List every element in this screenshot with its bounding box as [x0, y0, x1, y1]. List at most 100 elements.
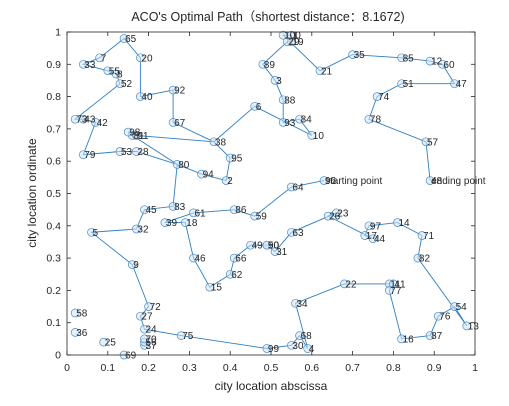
tick-layer: 0 0.1 0.2 0.3 0.4 0.5 0.6 0.7 0.8 0.9 100.10.20.30… [46, 27, 478, 375]
city-marker-15 [205, 282, 215, 292]
city-label-90: 90 [268, 241, 280, 252]
city-label-72: 72 [150, 302, 162, 313]
city-marker-52 [115, 79, 125, 89]
city-label-35: 35 [354, 50, 366, 61]
city-marker-42 [91, 118, 100, 127]
city-marker-8 [111, 69, 121, 79]
city-marker-64 [287, 182, 296, 192]
city-label-13: 13 [468, 321, 480, 332]
city-marker-16 [397, 334, 406, 344]
y-tick-label: 0 [55, 350, 61, 362]
city-label-80: 80 [178, 160, 190, 171]
city-marker-77 [384, 286, 394, 295]
city-label-45: 45 [146, 205, 158, 216]
city-label-91: 91 [137, 131, 149, 142]
annotation-ending-point: ending point [431, 176, 486, 187]
city-label-43: 43 [84, 115, 96, 126]
city-marker-71 [417, 231, 427, 240]
city-marker-5 [87, 227, 96, 237]
city-label-12: 12 [431, 57, 443, 68]
city-label-79: 79 [84, 150, 96, 161]
city-label-65: 65 [125, 34, 137, 45]
city-label-19: 19 [292, 37, 304, 48]
city-label-73: 73 [76, 115, 88, 126]
y-tick-label: 0.7 [46, 123, 61, 135]
city-marker-99 [262, 344, 272, 353]
city-marker-75 [176, 331, 186, 340]
chart-title: ACO's Optimal Path（shortest distance：8.1… [131, 10, 404, 24]
city-label-75: 75 [182, 331, 194, 342]
city-marker-28 [132, 147, 141, 156]
city-marker-25 [99, 337, 109, 347]
city-label-54: 54 [456, 302, 468, 313]
city-label-96: 96 [325, 176, 337, 187]
city-marker-47 [450, 79, 459, 89]
city-marker-67 [168, 118, 178, 127]
city-label-39: 39 [166, 218, 178, 229]
city-label-36: 36 [76, 328, 88, 339]
x-tick-label: 0.6 [304, 362, 319, 374]
city-label-2: 2 [227, 176, 233, 187]
x-tick-label: 0.7 [345, 362, 360, 374]
x-tick-label: 0.3 [182, 362, 197, 374]
city-label-60: 60 [443, 60, 455, 71]
city-marker-78 [364, 114, 374, 124]
city-label-30: 30 [292, 341, 304, 352]
y-axis-label: city location ordinate [25, 138, 39, 248]
marker-layer [70, 30, 472, 360]
city-marker-22 [340, 279, 349, 289]
y-tick-label: 0.1 [46, 317, 61, 329]
city-label-16: 16 [403, 334, 415, 345]
city-label-28: 28 [137, 147, 149, 158]
city-label-40: 40 [141, 92, 153, 103]
city-label-29: 29 [288, 37, 300, 48]
city-label-49: 49 [252, 241, 264, 252]
city-label-68: 68 [301, 331, 313, 342]
city-label-99: 99 [268, 344, 280, 355]
city-label-18: 18 [186, 218, 198, 229]
y-tick-label: 0.3 [46, 253, 61, 265]
city-label-11: 11 [390, 279, 401, 290]
city-marker-17 [360, 231, 370, 240]
city-marker-34 [291, 298, 300, 308]
city-marker-95 [225, 153, 235, 163]
city-label-63: 63 [292, 228, 304, 239]
city-label-48: 48 [431, 176, 443, 187]
city-marker-40 [136, 92, 145, 101]
city-label-77: 77 [390, 286, 402, 297]
city-marker-62 [225, 269, 235, 279]
city-label-67: 67 [174, 118, 186, 129]
y-tick-label: 0.4 [46, 220, 61, 232]
city-marker-41 [389, 279, 398, 289]
city-label-51: 51 [403, 79, 415, 90]
city-marker-86 [229, 205, 239, 215]
city-marker-79 [78, 150, 88, 160]
city-label-44: 44 [374, 234, 386, 245]
city-marker-35 [348, 50, 357, 59]
city-marker-54 [450, 302, 459, 311]
city-label-70: 70 [146, 334, 158, 345]
city-marker-44 [368, 234, 378, 244]
city-label-1: 1 [292, 31, 298, 42]
city-marker-36 [70, 328, 80, 337]
route-line [73, 34, 468, 349]
city-label-5: 5 [93, 228, 99, 239]
city-marker-4 [303, 344, 313, 353]
city-label-98: 98 [129, 128, 141, 139]
city-marker-38 [209, 137, 219, 147]
city-label-7: 7 [101, 53, 107, 64]
city-marker-96 [319, 176, 329, 185]
city-marker-61 [189, 208, 198, 218]
city-marker-73 [70, 114, 80, 124]
city-marker-10 [307, 131, 317, 140]
city-label-27: 27 [141, 312, 153, 323]
city-marker-30 [287, 340, 296, 350]
city-label-34: 34 [297, 299, 309, 310]
city-label-59: 59 [256, 212, 268, 223]
city-label-82: 82 [419, 254, 431, 265]
city-marker-53 [115, 147, 125, 156]
city-label-15: 15 [211, 283, 223, 294]
city-marker-2 [221, 176, 231, 185]
city-label-14: 14 [399, 218, 411, 229]
city-marker-100 [278, 30, 288, 40]
